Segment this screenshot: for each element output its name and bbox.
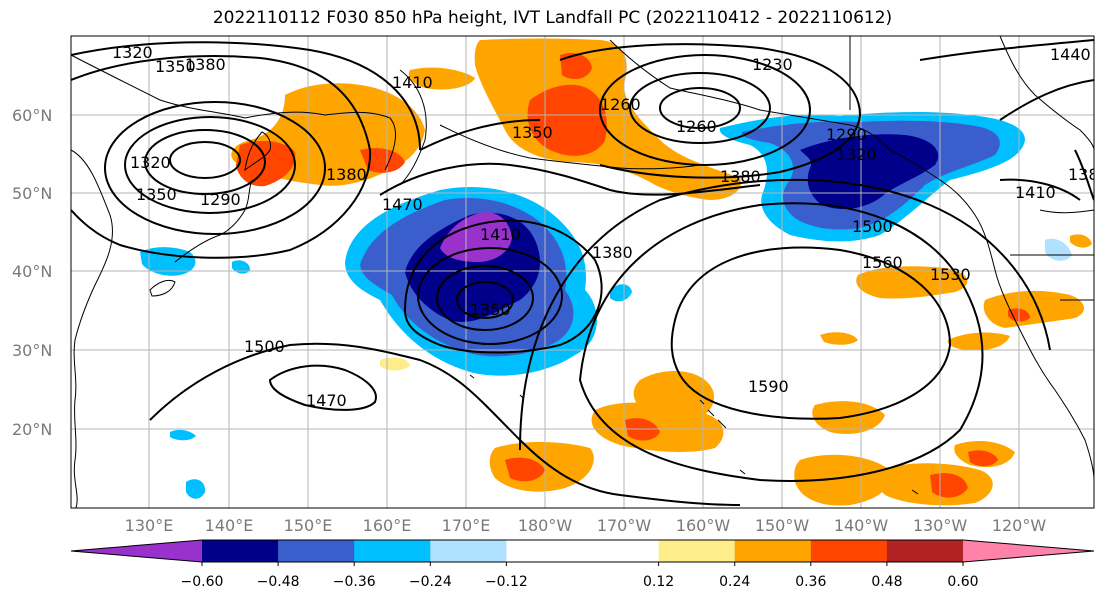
colorbar-tick-label: −0.24 [409,574,452,590]
contour-label: 1410 [392,73,433,92]
contour-label: 1320 [836,145,877,164]
colorbar-extend-low [71,540,202,562]
colorbar-extend-high [963,540,1094,562]
contour-label: 1350 [470,300,511,319]
contour-label: 1470 [306,391,347,410]
colorbar-segment [202,540,279,562]
colorbar-segment [810,540,888,562]
contour-label: 1500 [244,337,285,356]
lat-label: 50°N [12,184,52,203]
contour-label: 1470 [382,195,423,214]
colorbar: −0.60 −0.48 −0.36 −0.24 −0.12 0.12 0.24 0.36 0.4… [70,539,1095,590]
colorbar-tick-label: 0.12 [643,574,674,590]
longitude-labels: 130°E 140°E 150°E 160°E 170°E 180°W 170°… [125,516,1047,535]
colorbar-tick-label: −0.48 [257,574,300,590]
colorbar-segment [354,540,431,562]
contour-label: 1530 [930,265,971,284]
contour-label: 1380 [1068,165,1105,184]
lon-label: 170°E [442,516,491,535]
colorbar-segment [658,540,736,562]
contour-label: 1560 [862,253,903,272]
contour-label: 1350 [512,123,553,142]
contour-label: 1500 [852,217,893,236]
lon-label: 140°E [205,516,254,535]
lon-label: 180°W [518,516,573,535]
map-frame [70,35,1095,509]
contour-label: 1350 [136,185,177,204]
map-title: 2022110112 F030 850 hPa height, IVT Land… [212,8,893,28]
colorbar-segment [506,540,583,562]
lat-label: 60°N [12,106,52,125]
contour-label: 1320 [112,43,153,62]
contour-label: 1350 [155,57,196,76]
lon-label: 170°W [597,516,652,535]
colorbar-tick-label: 0.36 [795,574,826,590]
contour-label: 1260 [600,95,641,114]
map-field: 1320 1350 1380 1410 1350 1260 1230 1260 … [71,36,1105,508]
lon-label: 150°E [284,516,333,535]
colorbar-segment [886,540,964,562]
contour-label: 1410 [1015,183,1056,202]
contour-label: 1440 [1050,45,1091,64]
contour-label: 1290 [200,190,241,209]
lon-label: 130°E [125,516,174,535]
lon-label: 160°W [676,516,731,535]
colorbar-segment [734,540,812,562]
lon-label: 160°E [363,516,412,535]
lon-label: 150°W [755,516,810,535]
colorbar-segment [430,540,507,562]
contour-label: 1320 [130,153,171,172]
lon-label: 140°W [834,516,889,535]
colorbar-tick-label: −0.60 [181,574,224,590]
coastlines [71,36,1094,508]
height-contours [71,39,1094,506]
contour-label: 1380 [185,55,226,74]
lat-label: 40°N [12,262,52,281]
contour-label: 1260 [676,117,717,136]
contour-label: 1410 [480,225,521,244]
contour-label: 1380 [592,243,633,262]
colorbar-tick-label: 0.60 [947,574,978,590]
lon-label: 130°W [913,516,968,535]
contour-labels: 1320 1350 1380 1410 1350 1260 1230 1260 … [112,43,1105,410]
lon-label: 120°W [992,516,1047,535]
contour-label: 1290 [826,125,867,144]
contour-label: 1380 [720,167,761,186]
contour-label: 1230 [752,55,793,74]
negative-anomaly-shading [140,112,1072,499]
latitude-labels: 60°N 50°N 40°N 30°N 20°N [12,106,52,439]
contour-label: 1590 [748,377,789,396]
colorbar-tick-label: 0.48 [871,574,902,590]
colorbar-tick-label: −0.12 [485,574,528,590]
lat-label: 30°N [12,341,52,360]
colorbar-tick-label: 0.24 [719,574,750,590]
lat-label: 20°N [12,420,52,439]
contour-label: 1380 [326,165,367,184]
colorbar-tick-label: −0.36 [333,574,376,590]
colorbar-segment [278,540,355,562]
colorbar-segment [582,540,660,562]
